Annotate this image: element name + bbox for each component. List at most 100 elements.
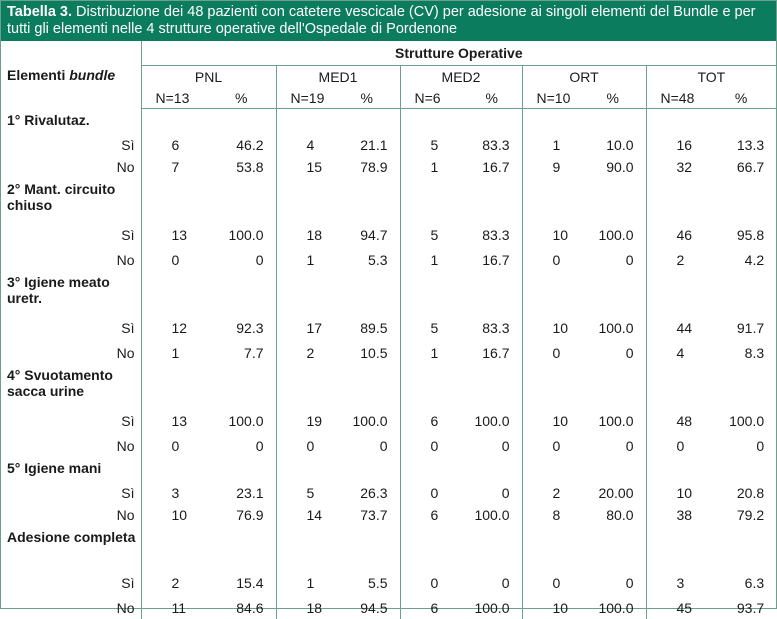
unit-pct-header: % (706, 88, 777, 109)
percent-cell: 78.9 (334, 155, 401, 178)
empty-cell (522, 457, 580, 482)
percent-cell: 91.7 (736, 319, 765, 336)
unit-pct-header: % (462, 88, 523, 109)
empty-cell (580, 177, 647, 221)
category-cell: Sì (1, 313, 142, 342)
percent-cell: 100.0 (207, 220, 277, 249)
empty-cell (706, 271, 776, 314)
table-row: Sì 13 100.0 19 100.0 6 100.0 10 100.0 48 100.0 (1, 406, 776, 435)
percent-cell: 13.3 (736, 136, 765, 153)
count-cell: 4 (306, 136, 315, 153)
empty-cell (462, 456, 523, 482)
percent-cell: 5.5 (334, 568, 401, 597)
count-cell: 0 (430, 437, 439, 454)
count-cell: 13 (171, 226, 188, 243)
count-cell: 8 (552, 506, 561, 523)
empty-cell (706, 364, 776, 407)
empty-cell (207, 108, 277, 134)
section-label: 3° Igiene meato uretr. (1, 270, 142, 314)
count-cell: 2 (676, 251, 685, 268)
count-cell: 6 (171, 136, 180, 153)
empty-cell (207, 177, 277, 221)
empty-cell (646, 109, 706, 134)
count-cell: 1 (171, 344, 180, 361)
empty-cell (706, 526, 776, 569)
empty-cell (580, 363, 647, 407)
empty-cell (141, 457, 207, 482)
structures-header: Strutture Operative (141, 41, 777, 66)
count-cell: 0 (171, 251, 180, 268)
empty-cell (580, 108, 647, 134)
percent-cell: 6.3 (744, 574, 765, 591)
count-cell: 5 (430, 226, 439, 243)
unit-header: MED2 (400, 65, 523, 88)
empty-cell (522, 364, 580, 407)
percent-cell: 0 (580, 341, 647, 364)
empty-cell (522, 178, 580, 221)
table-row: No 7 53.8 15 78.9 1 16.7 9 90.0 32 66.7 (1, 155, 776, 178)
count-cell: 5 (430, 319, 439, 336)
count-cell: 1 (430, 158, 439, 175)
count-cell: 1 (430, 344, 439, 361)
percent-cell: 94.7 (334, 220, 401, 249)
empty-cell (580, 270, 647, 314)
count-cell: 0 (430, 484, 439, 501)
table-row: No 0 0 1 5.3 1 16.7 0 0 2 4.2 (1, 248, 776, 271)
empty-cell (334, 270, 401, 314)
count-cell: 2 (552, 484, 561, 501)
empty-cell (400, 364, 462, 407)
empty-cell (646, 178, 706, 221)
caption-label: Tabella 3. (7, 4, 73, 20)
percent-cell: 23.1 (207, 481, 277, 504)
count-cell: 1 (552, 136, 561, 153)
percent-cell: 100.0 (580, 596, 647, 619)
unit-header: ORT (522, 65, 647, 88)
empty-cell (522, 109, 580, 134)
count-cell: 10 (552, 319, 569, 336)
percent-cell: 16.7 (462, 155, 523, 178)
empty-cell (462, 270, 523, 314)
percent-cell: 0 (462, 481, 523, 504)
table-row: Sì 2 15.4 1 5.5 0 0 0 0 3 6.3 (1, 568, 776, 597)
percent-cell: 7.7 (207, 341, 277, 364)
count-cell: 2 (171, 574, 180, 591)
count-cell: 1 (430, 251, 439, 268)
empty-cell (207, 456, 277, 482)
count-cell: 9 (552, 158, 561, 175)
unit-n-header: N=19 (276, 88, 334, 109)
count-cell: 48 (676, 412, 693, 429)
table-row: Sì 12 92.3 17 89.5 5 83.3 10 100.0 44 91.7 (1, 313, 776, 342)
unit-header: TOT (697, 69, 726, 85)
empty-cell (334, 177, 401, 221)
count-cell: 0 (552, 251, 561, 268)
count-cell: 5 (306, 484, 315, 501)
percent-cell: 0 (756, 437, 765, 454)
empty-cell (522, 271, 580, 314)
percent-cell: 10.5 (334, 341, 401, 364)
empty-cell (400, 457, 462, 482)
percent-cell: 100.0 (580, 313, 647, 342)
percent-cell: 0 (207, 248, 277, 271)
percent-cell: 20.8 (736, 484, 765, 501)
count-cell: 0 (552, 344, 561, 361)
count-cell: 44 (676, 319, 693, 336)
empty-cell (646, 271, 706, 314)
empty-cell (207, 270, 277, 314)
empty-cell (646, 526, 706, 569)
empty-cell (334, 363, 401, 407)
table-row: No 11 84.6 18 94.5 6 100.0 10 100.0 45 93.7 (1, 596, 776, 619)
percent-cell: 83.3 (462, 313, 523, 342)
percent-cell: 100.0 (462, 503, 523, 526)
count-cell: 0 (430, 574, 439, 591)
percent-cell: 0 (334, 434, 401, 457)
empty-cell (207, 525, 277, 569)
percent-cell: 73.7 (334, 503, 401, 526)
unit-header: MED1 (276, 65, 401, 88)
category-cell: Sì (1, 481, 142, 504)
empty-cell (141, 178, 207, 221)
percent-cell: 0 (580, 568, 647, 597)
percent-cell: 21.1 (334, 133, 401, 156)
count-cell: 16 (676, 136, 693, 153)
count-cell: 5 (430, 136, 439, 153)
